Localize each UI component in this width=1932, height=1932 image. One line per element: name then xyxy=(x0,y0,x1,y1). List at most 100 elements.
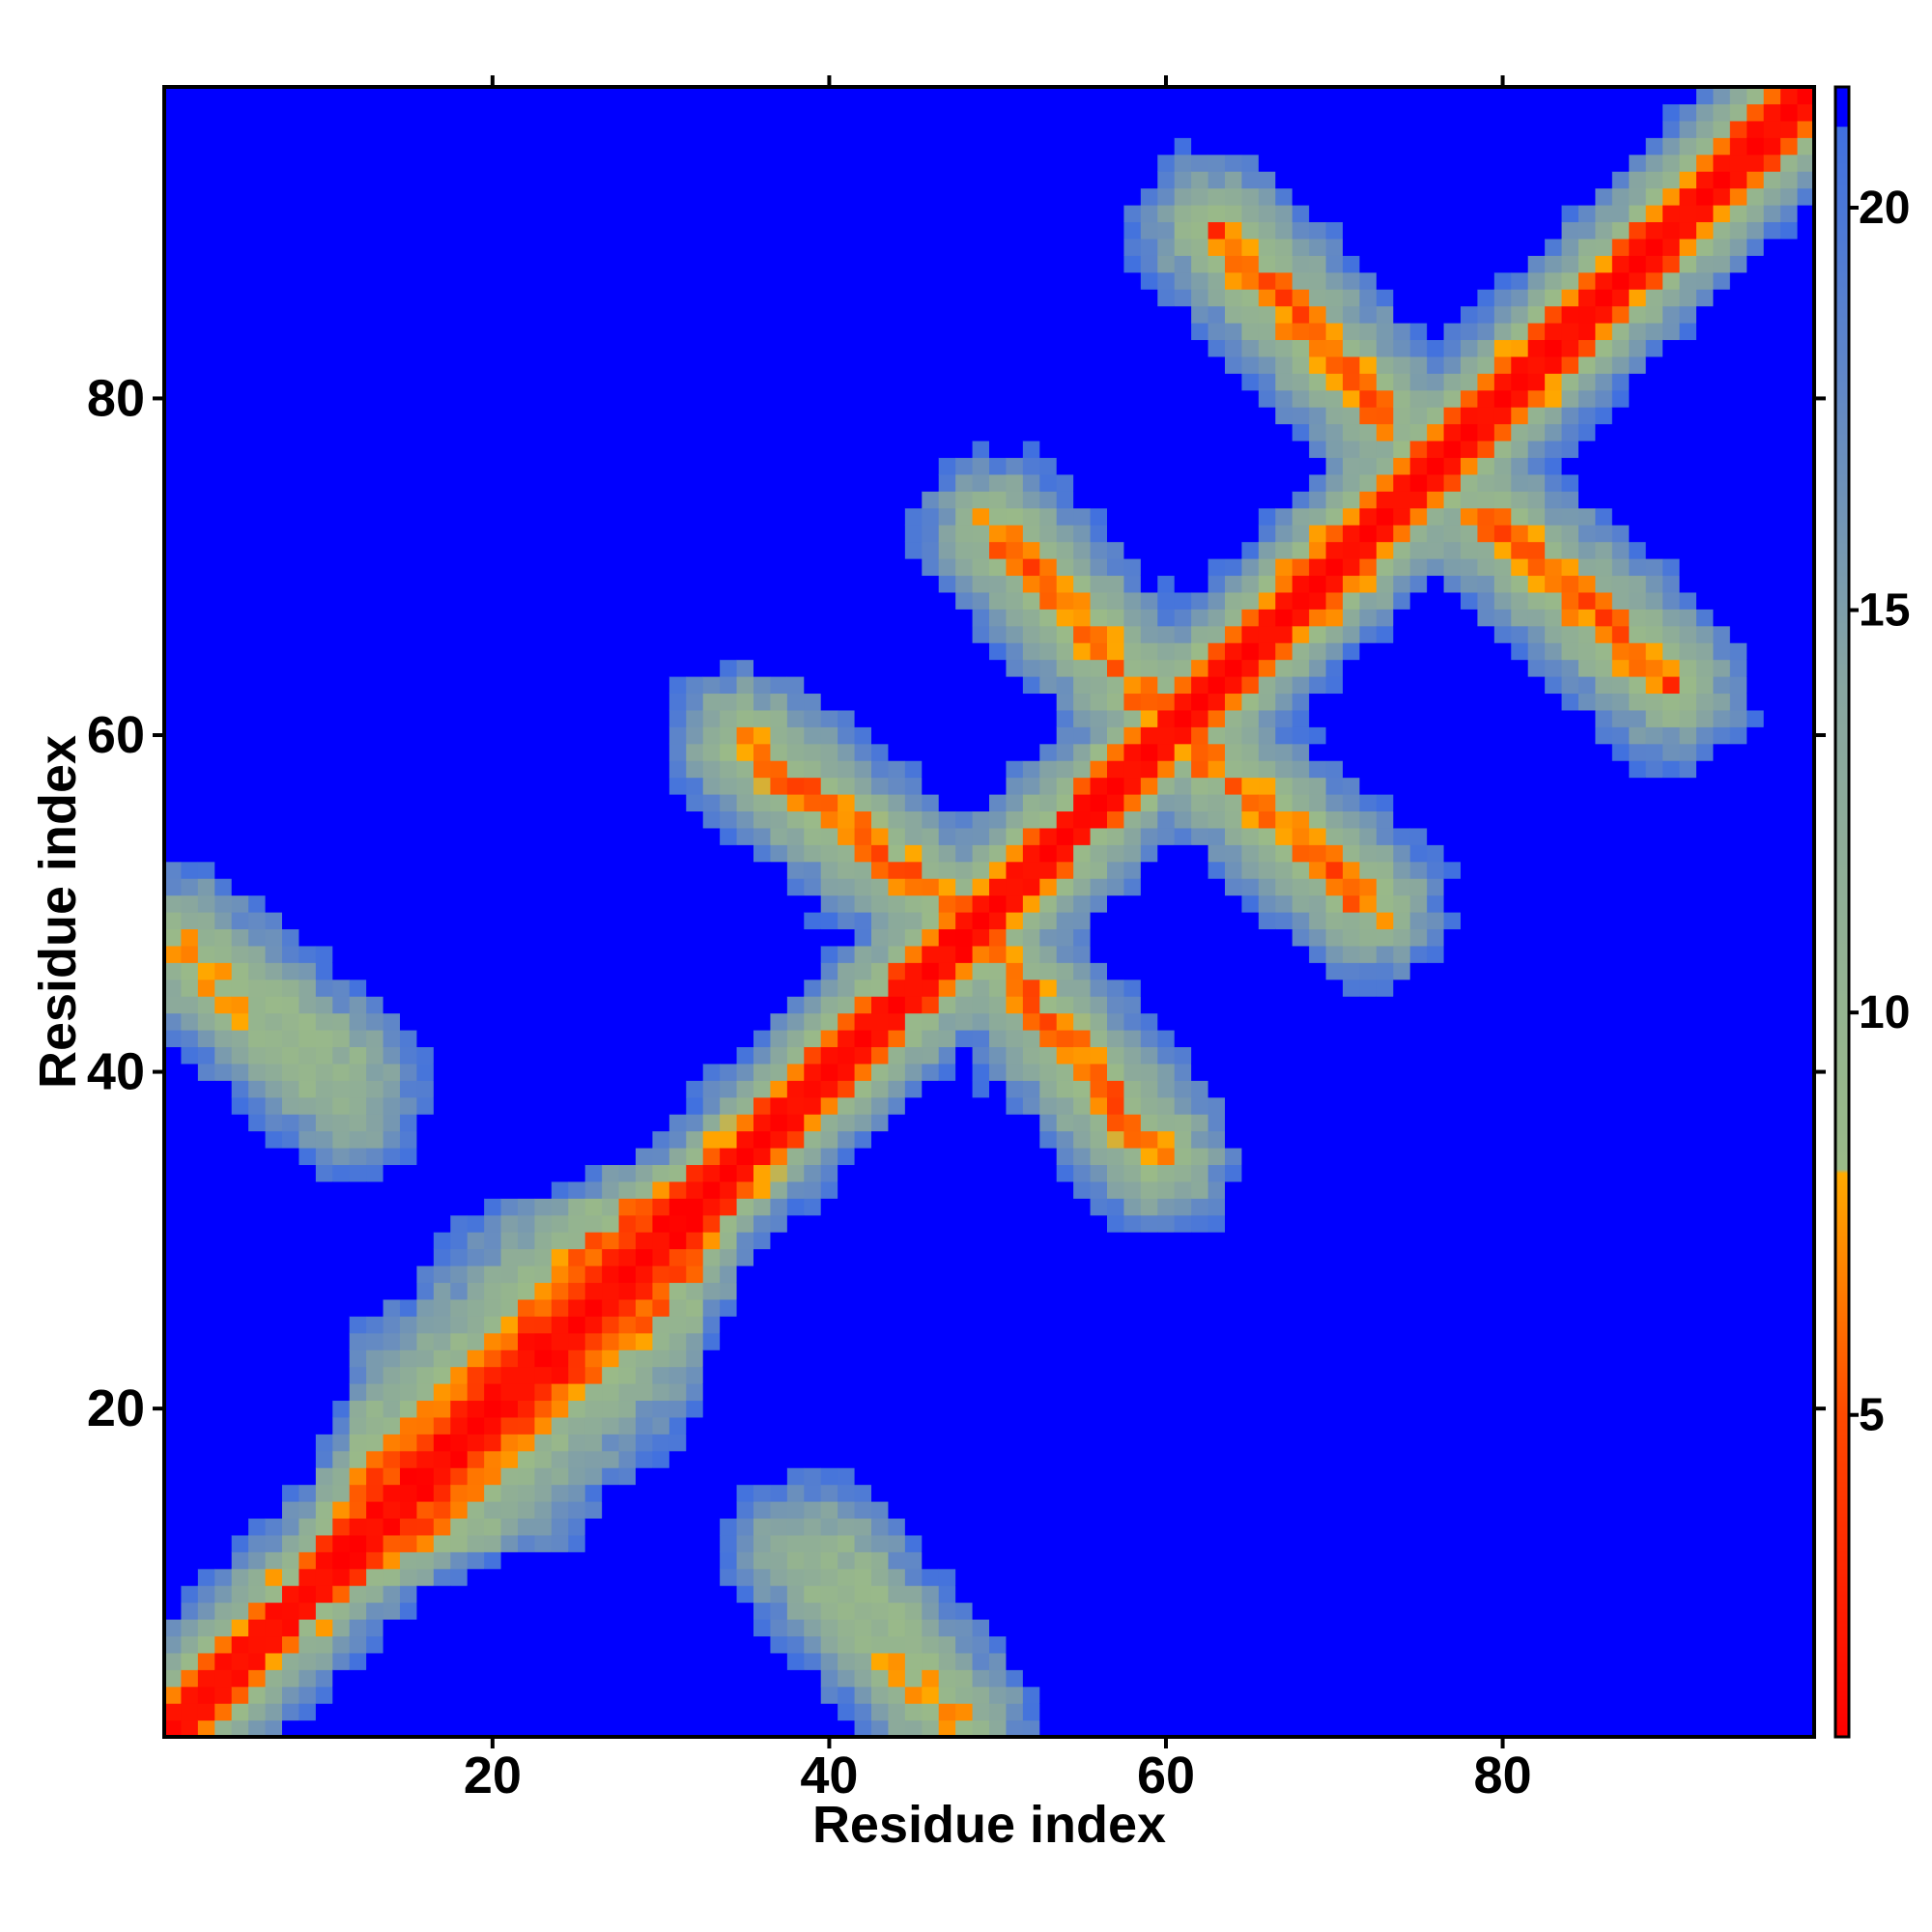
heatmap-cell xyxy=(298,760,317,779)
heatmap-cell xyxy=(584,1366,603,1384)
heatmap-cell xyxy=(282,1450,300,1468)
heatmap-cell xyxy=(720,1366,738,1384)
heatmap-cell xyxy=(786,525,805,543)
heatmap-cell xyxy=(518,810,536,829)
heatmap-cell xyxy=(636,1046,654,1065)
heatmap-cell xyxy=(197,541,215,559)
heatmap-cell xyxy=(668,1551,687,1570)
heatmap-cell xyxy=(416,1686,435,1704)
heatmap-cell xyxy=(668,861,687,879)
heatmap-cell xyxy=(668,187,687,206)
heatmap-cell xyxy=(584,1282,603,1300)
heatmap-cell xyxy=(786,1316,805,1334)
heatmap-cell xyxy=(888,945,906,963)
heatmap-cell xyxy=(197,1534,215,1552)
heatmap-cell xyxy=(500,1350,519,1368)
heatmap-cell xyxy=(702,1703,721,1721)
heatmap-cell xyxy=(888,541,906,559)
heatmap-cell xyxy=(332,87,351,105)
heatmap-cell xyxy=(720,1534,738,1552)
heatmap-cell xyxy=(332,861,351,879)
heatmap-cell xyxy=(736,1635,754,1654)
heatmap-cell xyxy=(484,810,502,829)
heatmap-cell xyxy=(702,1568,721,1586)
heatmap-cell xyxy=(383,1501,401,1520)
heatmap-cell xyxy=(871,777,890,795)
heatmap-cell xyxy=(770,137,788,156)
heatmap-cell xyxy=(568,1484,586,1502)
heatmap-cell xyxy=(922,693,940,711)
heatmap-cell xyxy=(888,255,906,273)
heatmap-cell xyxy=(467,221,485,240)
heatmap-cell xyxy=(197,1248,215,1266)
heatmap-cell xyxy=(820,1096,838,1115)
heatmap-cell xyxy=(231,407,249,425)
heatmap-cell xyxy=(871,525,890,543)
heatmap-cell xyxy=(197,1030,215,1048)
heatmap-cell xyxy=(450,1635,469,1654)
heatmap-cell xyxy=(770,1046,788,1065)
heatmap-cell xyxy=(534,1518,553,1536)
heatmap-cell xyxy=(450,895,469,913)
heatmap-cell xyxy=(484,457,502,475)
heatmap-cell xyxy=(786,760,805,779)
heatmap-cell xyxy=(500,103,519,122)
heatmap-cell xyxy=(702,726,721,745)
heatmap-cell xyxy=(955,760,974,779)
heatmap-cell xyxy=(500,591,519,610)
heatmap-cell xyxy=(349,1164,367,1182)
heatmap-cell xyxy=(753,440,772,459)
heatmap-cell xyxy=(248,743,267,761)
heatmap-cell xyxy=(518,1046,536,1065)
heatmap-cell xyxy=(416,373,435,391)
heatmap-cell xyxy=(197,373,215,391)
heatmap-cell xyxy=(214,1652,233,1670)
heatmap-cell xyxy=(686,305,704,324)
heatmap-cell xyxy=(720,120,738,138)
heatmap-cell xyxy=(484,407,502,425)
heatmap-cell xyxy=(433,1669,451,1688)
heatmap-cell xyxy=(500,457,519,475)
heatmap-cell xyxy=(433,305,451,324)
heatmap-cell xyxy=(164,1383,183,1402)
heatmap-cell xyxy=(265,912,283,930)
heatmap-cell xyxy=(568,1164,586,1182)
heatmap-cell xyxy=(786,962,805,980)
heatmap-cell xyxy=(955,1669,974,1688)
heatmap-cell xyxy=(383,1467,401,1486)
heatmap-cell xyxy=(989,1214,1008,1233)
heatmap-cell xyxy=(551,1551,569,1570)
heatmap-cell xyxy=(366,1450,384,1468)
heatmap-cell xyxy=(349,1400,367,1418)
heatmap-cell xyxy=(955,945,974,963)
heatmap-cell xyxy=(400,1467,418,1486)
heatmap-cell xyxy=(534,271,553,290)
heatmap-cell xyxy=(602,1400,620,1418)
heatmap-cell xyxy=(904,642,923,661)
heatmap-cell xyxy=(433,221,451,240)
heatmap-cell xyxy=(668,642,687,661)
heatmap-cell xyxy=(720,1232,738,1250)
heatmap-cell xyxy=(467,1096,485,1115)
heatmap-cell xyxy=(248,1232,267,1250)
heatmap-cell xyxy=(720,1214,738,1233)
heatmap-cell xyxy=(955,87,974,105)
heatmap-cell xyxy=(720,1434,738,1452)
heatmap-cell xyxy=(467,693,485,711)
heatmap-cell xyxy=(231,137,249,156)
heatmap-cell xyxy=(584,271,603,290)
heatmap-cell xyxy=(383,979,401,997)
heatmap-cell xyxy=(383,1585,401,1604)
heatmap-cell xyxy=(618,693,637,711)
heatmap-cell xyxy=(332,979,351,997)
heatmap-cell xyxy=(248,1265,267,1284)
heatmap-cell xyxy=(332,625,351,643)
heatmap-cell xyxy=(383,676,401,695)
heatmap-cell xyxy=(383,221,401,240)
heatmap-cell xyxy=(551,693,569,711)
heatmap-cell xyxy=(938,979,956,997)
heatmap-cell xyxy=(888,1400,906,1418)
heatmap-cell xyxy=(332,355,351,374)
heatmap-cell xyxy=(989,407,1008,425)
heatmap-cell xyxy=(720,794,738,812)
